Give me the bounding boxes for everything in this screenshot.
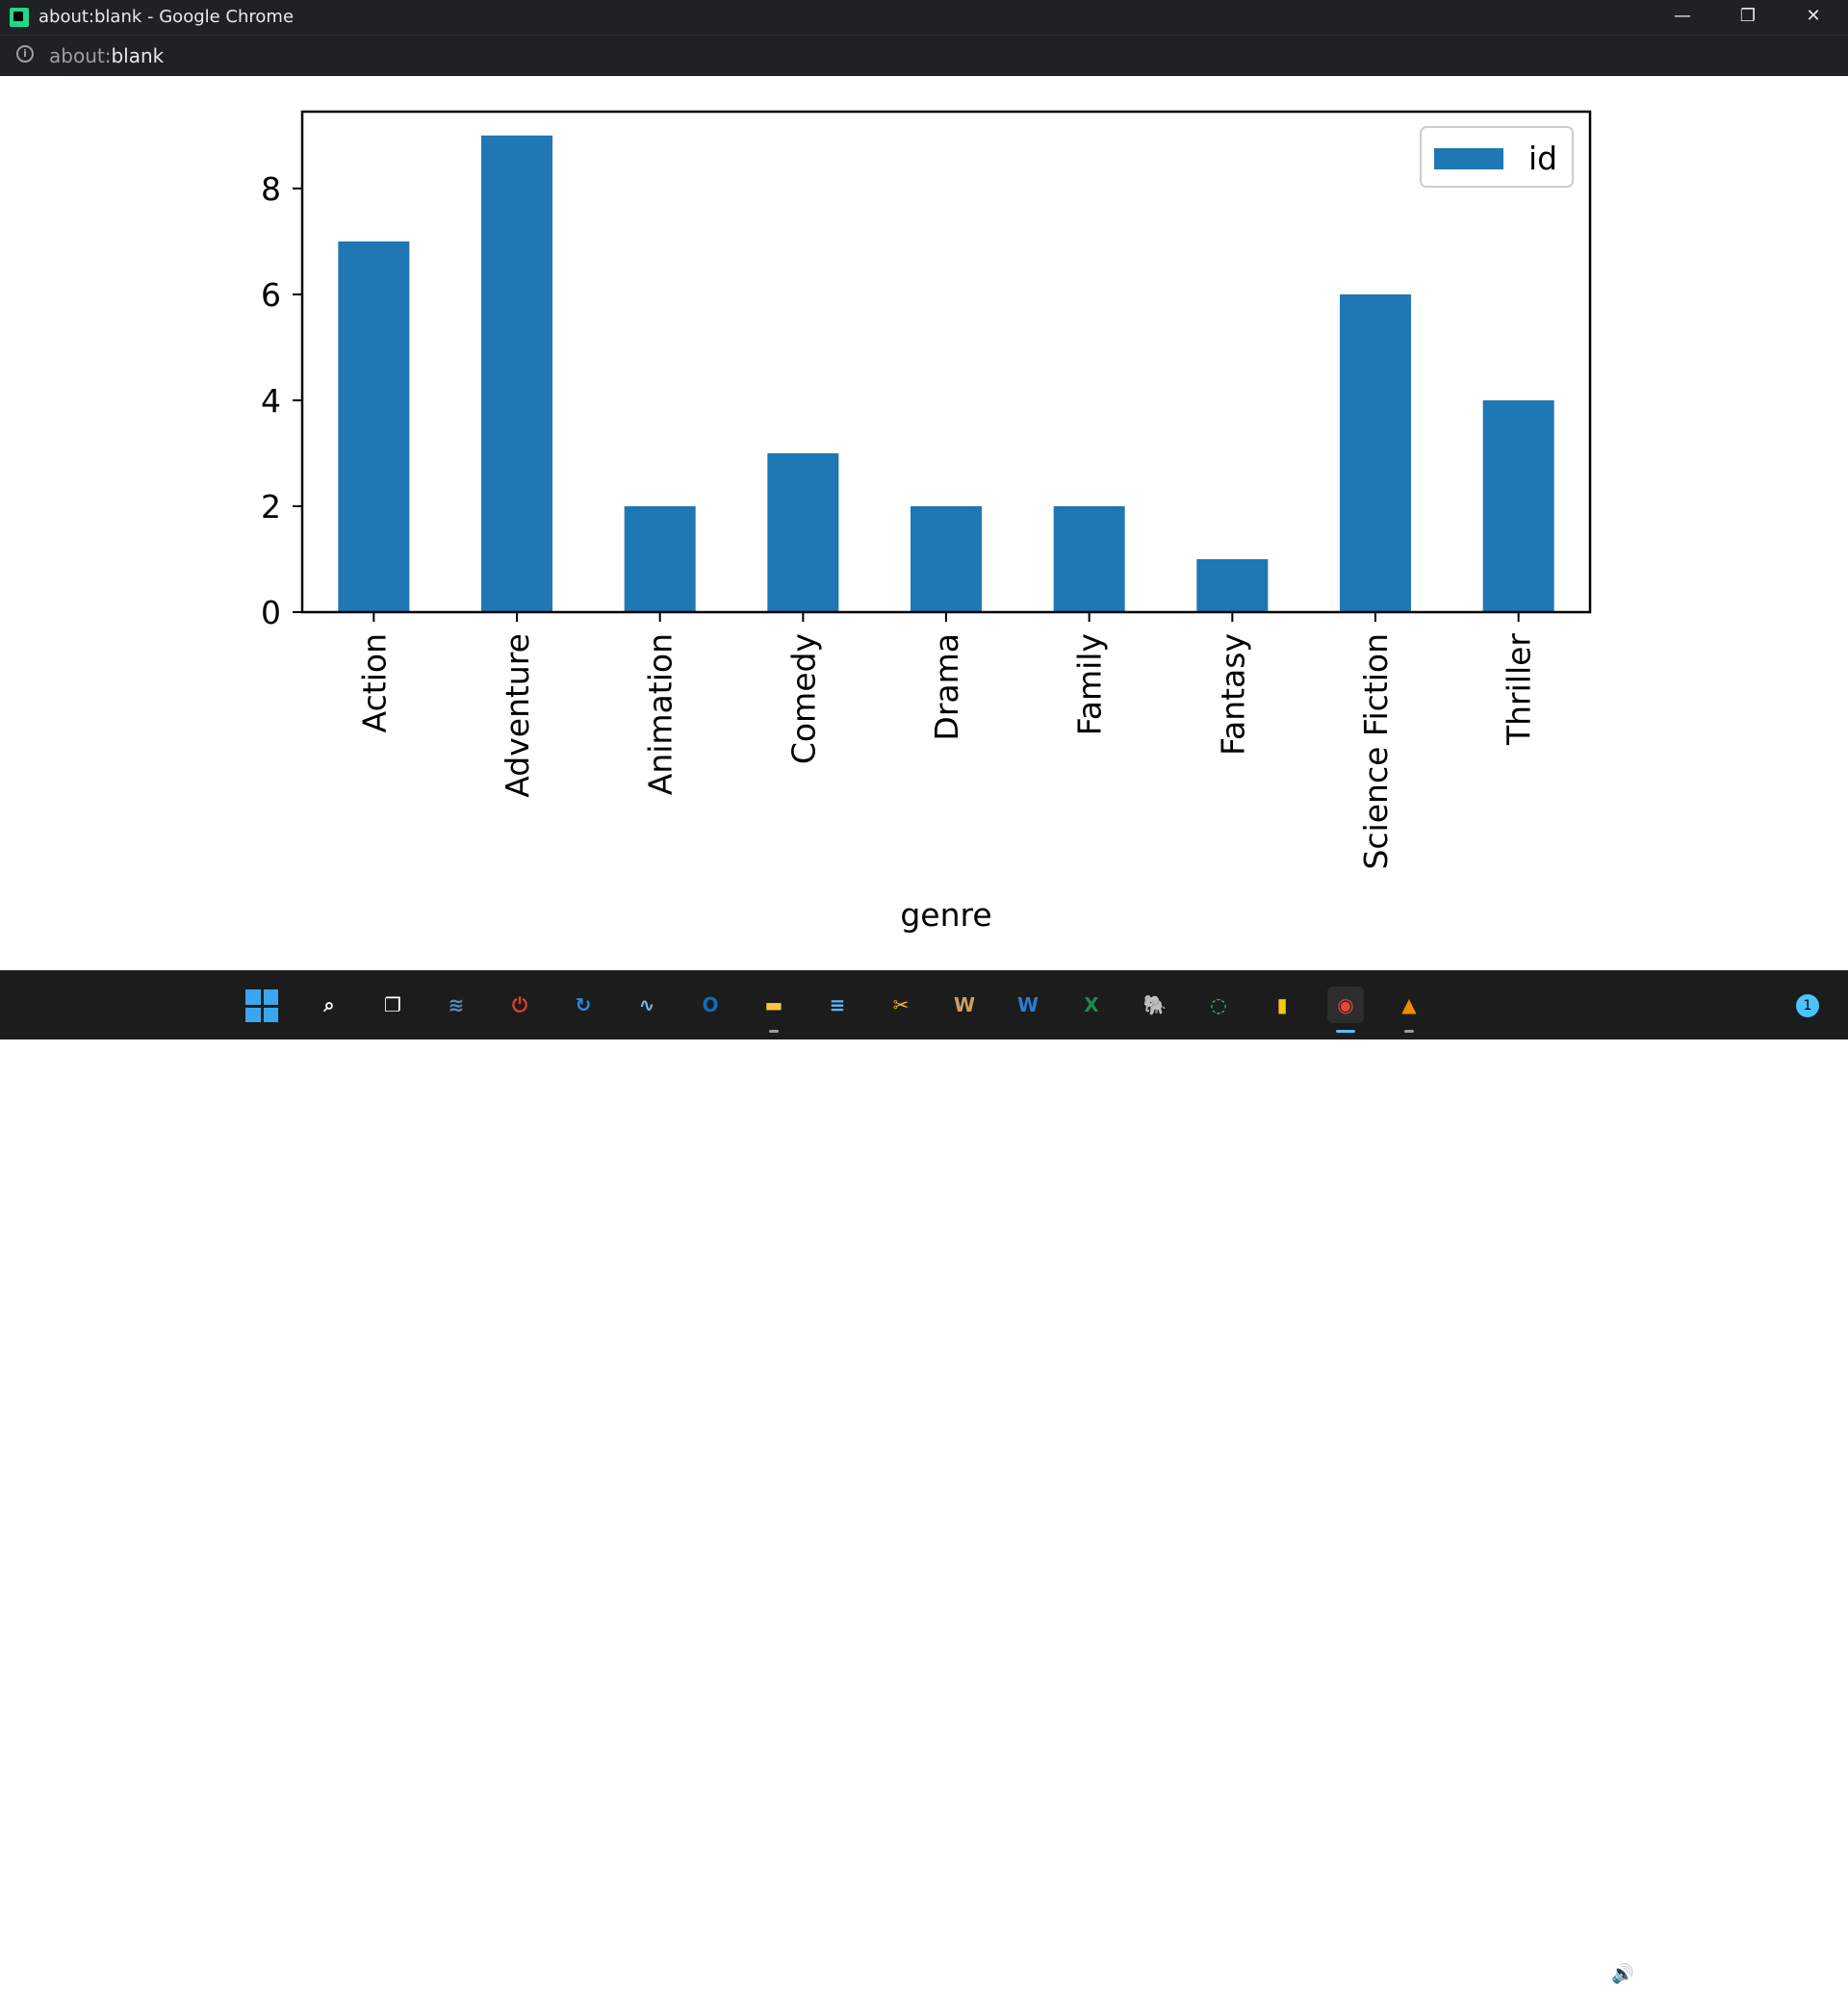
taskbar: ⌕ ❐ ≋ ⏻ ↻ ∿ O ▬ ≡ ✂ W W X 🐘 ◌ ▮ ◉ ▲ ^ ENG US ≋ 🔊 ▭ 10:43 … [0,970,1848,1999]
y-tick-label-8: 8 [261,170,281,208]
minimize-button[interactable]: — [1674,6,1691,26]
search-icon[interactable]: ⌕ [323,993,335,1016]
url-text[interactable]: about:blank [49,44,164,67]
clock-time: 10:43 am [1707,1955,1786,1974]
url-host: blank [111,44,165,67]
task-view-icon[interactable]: ❐ [384,993,401,1016]
bars-group [338,135,1554,612]
legend-swatch-id [1434,148,1503,169]
bar-fantasy [1196,558,1269,612]
postgresql-icon[interactable]: 🐘 [1142,993,1168,1016]
power-bi-icon[interactable]: ▮ [1276,993,1288,1016]
language-line2: US [1526,1980,1549,1999]
volume-icon[interactable]: 🔊 [1611,1963,1634,1985]
close-button[interactable]: ✕ [1806,6,1821,26]
y-tick-label-0: 0 [261,594,281,631]
vlc-icon[interactable]: ▲ [1391,987,1427,1033]
notepad-icon[interactable]: ≡ [829,993,846,1016]
bar-drama [911,505,982,612]
x-tick-label-action: Action [355,633,393,732]
info-icon[interactable]: i [16,45,34,63]
outlook-icon[interactable]: O [702,993,719,1016]
windows-start-icon[interactable] [245,989,278,1022]
running-indicator [1404,1030,1414,1033]
x-axis: Action Adventure Animation Comedy Drama Famil… [355,612,1538,870]
plot-frame [300,110,1592,614]
running-indicator [1336,1030,1355,1033]
bar-comedy [767,452,839,612]
x-tick-label-animation: Animation [642,633,680,795]
bar-thriller [1482,399,1554,612]
bar-animation [624,505,696,612]
performance-monitor-icon[interactable]: ∿ [638,993,655,1016]
wifi-icon[interactable]: ≋ [1578,1963,1595,1987]
notification-badge[interactable]: 1 [1796,994,1819,1017]
y-axis: 0 2 4 6 8 [261,170,302,631]
language-indicator[interactable]: ENG US [1515,1955,1559,2001]
chrome-icon[interactable]: ◉ [1327,987,1364,1033]
legend-label-id: id [1528,140,1557,177]
legend: id [1420,126,1574,188]
x-tick-label-fantasy: Fantasy [1214,633,1251,756]
restore-button[interactable]: ❐ [1739,6,1757,26]
x-tick-label-comedy: Comedy [784,633,822,764]
window-title: about:blank - Google Chrome [38,7,295,27]
tools-icon[interactable]: ✂ [892,993,910,1016]
bar-adventure [481,135,552,612]
bar-action [338,241,410,612]
url-scheme: about: [49,44,112,67]
clock[interactable]: 10:43 am 05/04/2023 [1690,1953,1786,2001]
address-bar[interactable]: i about:blank [0,35,1848,76]
excel-icon[interactable]: X [1084,993,1099,1016]
word-icon[interactable]: W [1016,993,1040,1016]
y-tick-label-2: 2 [261,488,281,526]
x-tick-label-science-fiction: Science Fiction [1357,633,1395,870]
word-template-icon[interactable]: W [953,993,976,1016]
file-explorer-icon[interactable]: ▬ [756,987,792,1033]
sync-icon[interactable]: ↻ [575,993,592,1016]
x-tick-label-thriller: Thriller [1501,633,1538,746]
x-tick-label-drama: Drama [928,633,965,741]
y-tick-label-6: 6 [261,276,281,314]
x-tick-label-family: Family [1071,633,1109,735]
language-line1: ENG [1519,1957,1555,1976]
spinner-app-icon[interactable]: ◌ [1210,993,1227,1016]
window-title-bar[interactable]: about:blank - Google Chrome — ❐ ✕ [0,0,1848,35]
bar-science-fiction [1340,294,1411,612]
x-axis-label: genre [900,896,991,934]
bar-chart: 0 2 4 6 8 Action Adventure Animation Comedy Dram… [261,110,1592,934]
battery-icon[interactable]: ▭ [1648,1961,1668,1985]
bar-family [1053,505,1125,612]
clock-date: 05/04/2023 [1692,1979,1786,1998]
y-tick-label-4: 4 [261,382,281,420]
tray-chevron-icon[interactable]: ^ [1473,1957,1491,1981]
power-app-icon[interactable]: ⏻ [512,993,527,1016]
x-tick-label-adventure: Adventure [499,633,536,798]
pycharm-app-icon [10,8,29,27]
mysql-workbench-icon[interactable]: ≋ [448,993,465,1016]
running-indicator [769,1030,779,1033]
